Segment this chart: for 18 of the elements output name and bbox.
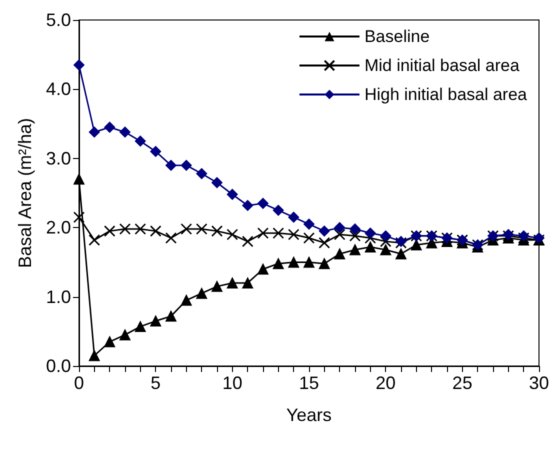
- x-tick-label: 5: [150, 373, 161, 393]
- legend-label: Baseline: [364, 27, 430, 46]
- y-tick-label: 3.0: [46, 148, 71, 168]
- x-tick-label: 25: [452, 373, 472, 393]
- y-tick-label: 4.0: [46, 79, 71, 100]
- x-tick-label: 30: [528, 373, 550, 393]
- x-tick-label: 20: [376, 373, 396, 393]
- y-axis-title: Basal Area (m²/ha): [15, 118, 35, 268]
- y-tick-label: 2.0: [46, 218, 71, 238]
- y-tick-label: 5.0: [46, 10, 71, 30]
- legend-label: Mid initial basal area: [364, 56, 520, 75]
- x-tick-label: 10: [222, 373, 242, 393]
- y-tick-label: 0.0: [46, 356, 71, 376]
- x-tick-label: 0: [74, 373, 84, 393]
- x-tick-label: 15: [298, 373, 320, 393]
- x-axis-title: Years: [286, 405, 332, 425]
- y-tick-label: 1.0: [46, 286, 71, 307]
- legend-label: High initial basal area: [364, 85, 528, 104]
